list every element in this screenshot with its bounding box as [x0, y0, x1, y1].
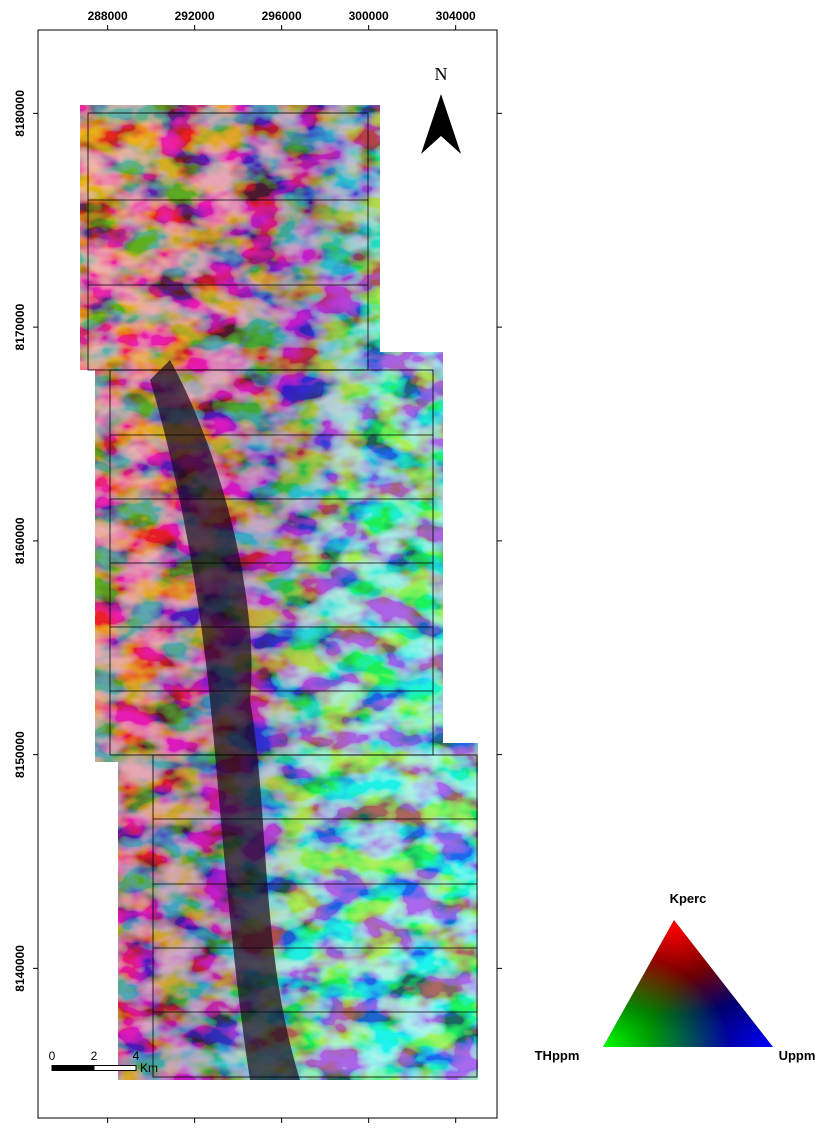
y-tick-label: 8170000: [13, 303, 27, 350]
scale-label: 2: [91, 1049, 98, 1063]
scale-label: 4: [133, 1049, 140, 1063]
scale-segment: [94, 1066, 136, 1071]
scale-label: 0: [49, 1049, 56, 1063]
legend-left: THppm: [535, 1048, 580, 1063]
scale-segment: [52, 1066, 94, 1071]
page: N 0 2 4Km Kperc THppm Uppm 288000 292000 296…: [0, 0, 835, 1129]
scale-unit: Km: [140, 1061, 158, 1075]
y-tick-label: 8150000: [13, 731, 27, 778]
north-label: N: [435, 64, 448, 84]
map-figure: N 0 2 4Km Kperc THppm Uppm 288000 292000 296…: [0, 0, 835, 1129]
x-tick-label: 292000: [175, 9, 215, 23]
y-tick-label: 8180000: [13, 90, 27, 137]
x-tick-label: 300000: [349, 9, 389, 23]
x-tick-label: 288000: [88, 9, 128, 23]
legend-right: Uppm: [779, 1048, 816, 1063]
legend-top: Kperc: [670, 891, 707, 906]
y-tick-label: 8140000: [13, 945, 27, 992]
x-tick-label: 296000: [262, 9, 302, 23]
x-tick-label: 304000: [436, 9, 476, 23]
radiometric-raster: [80, 105, 478, 1080]
ternary-legend: Kperc THppm Uppm: [535, 891, 816, 1063]
y-tick-label: 8160000: [13, 517, 27, 564]
north-arrow: [421, 94, 461, 154]
